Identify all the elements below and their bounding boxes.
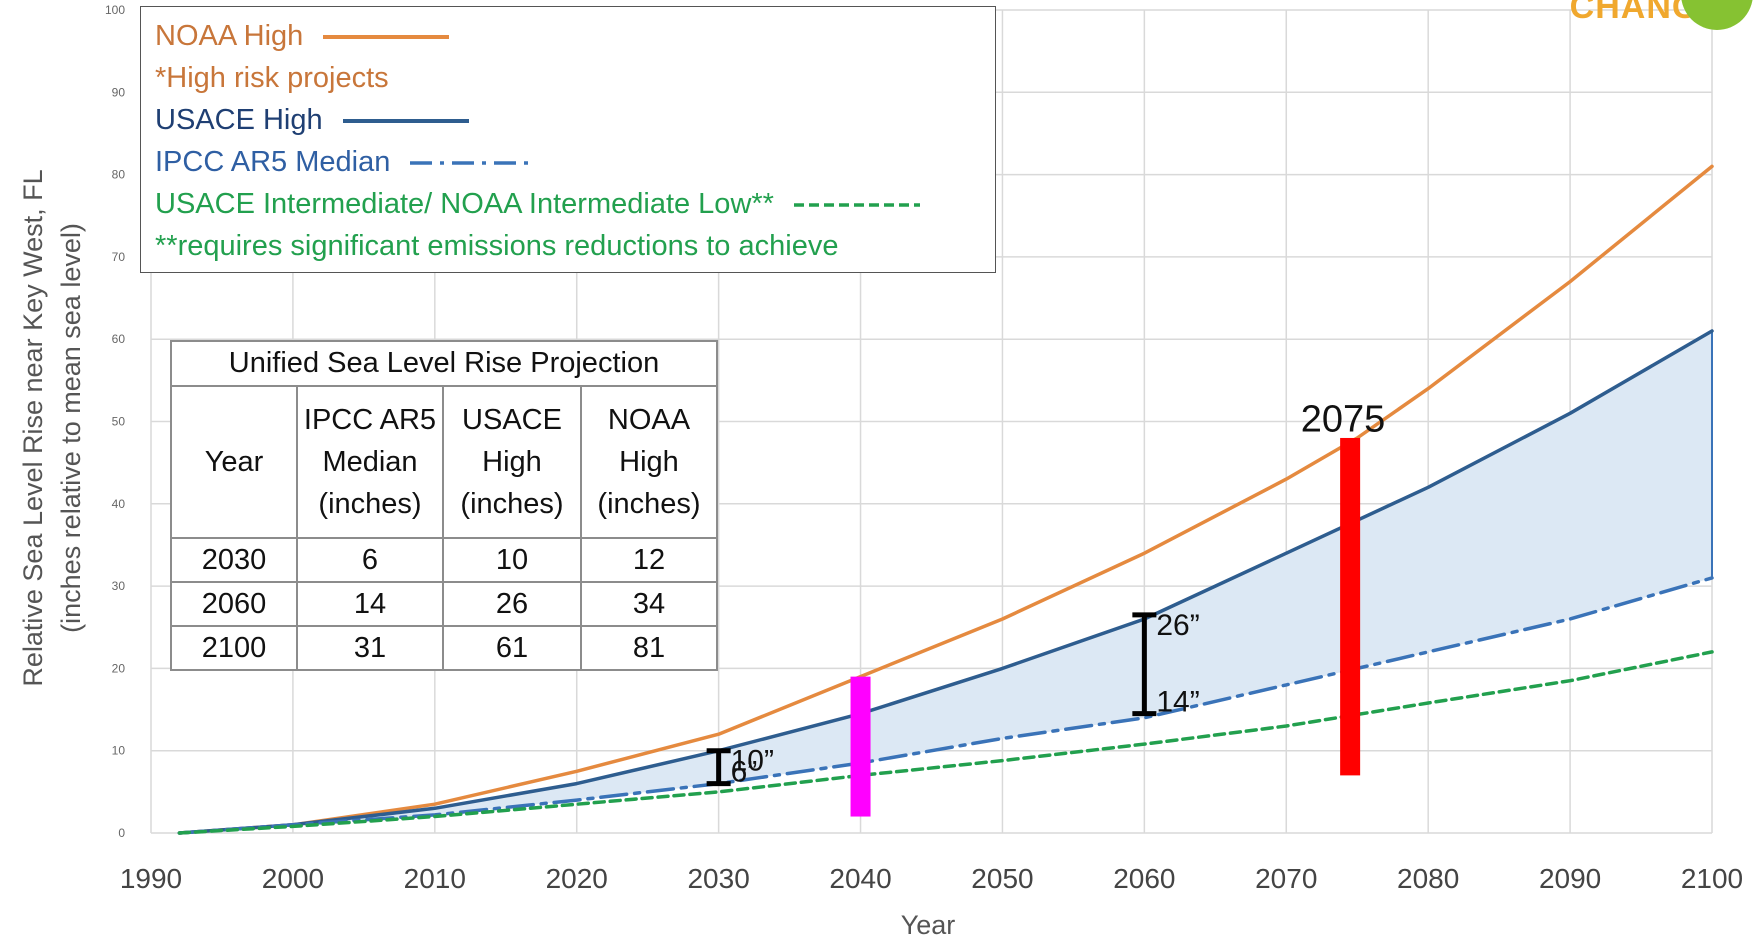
legend-label: **requires significant emissions reducti… [155,230,839,262]
col-header-year: Year [170,385,298,539]
x-tick-label: 2050 [971,863,1033,894]
y-tick-label: 0 [118,826,125,840]
legend-swatch-solid [342,119,469,124]
series-line-usace_int [177,650,1714,835]
y-tick-label: 30 [112,579,126,593]
highlight-bars [850,437,1361,817]
series-line-ipcc [177,576,1714,835]
header-line: (inches) [460,488,564,520]
table-header-row: Year IPCC AR5 Median (inches) USACE High (in… [170,385,718,539]
series-line-usace_high [177,329,1714,835]
legend-label: *High risk projects [155,62,389,94]
projection-band [179,330,1713,833]
x-tick-label: 2070 [1255,863,1317,894]
legend-label: NOAA High [155,20,304,52]
table-title: Unified Sea Level Rise Projection [170,340,718,387]
legend-item-ipcc-median: IPCC AR5 Median [155,146,537,179]
projection-table: Unified Sea Level Rise Projection Year I… [170,340,718,671]
annotation-2075: 2075 [1301,399,1386,441]
legend-note-emissions: **requires significant emissions reducti… [155,230,838,263]
table-cell: 2030 [170,537,298,583]
table-row: 2060 14 26 34 [170,581,718,627]
table-cell: 26 [442,581,582,627]
bracket-label-high: 26” [1156,609,1199,642]
y-axis-label: Relative Sea Level Rise near Key West, F… [18,169,48,686]
x-tick-label: 2100 [1681,863,1743,894]
bracket-label-low: 14” [1156,686,1199,719]
x-axis-label: Year [901,910,956,940]
col-header-ipcc: IPCC AR5 Median (inches) [296,385,444,539]
legend-label: USACE Intermediate/ NOAA Intermediate Lo… [155,188,774,220]
y-tick-label: 80 [112,168,126,182]
legend-label: USACE High [155,104,323,136]
table-cell: 31 [296,625,444,671]
legend-item-usace-intermediate: USACE Intermediate/ NOAA Intermediate Lo… [155,188,921,221]
y-tick-label: 50 [112,415,126,429]
header-line: High [619,446,679,478]
red_bar [1340,437,1361,776]
table-cell: 81 [580,625,718,671]
x-tick-label: 2020 [546,863,608,894]
axis-ticks: 1990 2000 2010 2020 2030 2040 2050 2060 2070 2080… [105,3,1743,894]
legend: NOAA High *High risk projects USACE High… [140,6,996,273]
y-tick-label: 90 [112,85,126,99]
legend-swatch-dashdot [410,161,537,166]
legend-swatch-dashed [794,203,921,208]
header-line: IPCC AR5 [303,404,437,436]
y-tick-label: 20 [112,661,126,675]
bracket-label-low: 6” [731,756,758,789]
table-cell: 10 [442,537,582,583]
x-tick-label: 2030 [687,863,749,894]
header-line: Year [204,446,264,478]
series-line-noaa_high [177,164,1714,835]
table-row: 2100 31 61 81 [170,625,718,671]
x-tick-label: 2010 [404,863,466,894]
legend-swatch-solid [323,35,450,40]
x-tick-label: 2080 [1397,863,1459,894]
bracket-label-high: 10” [731,745,774,778]
legend-item-usace-high: USACE High [155,104,469,137]
x-tick-label: 1990 [120,863,182,894]
header-line: High [482,446,542,478]
table-cell: 2060 [170,581,298,627]
legend-label: IPCC AR5 Median [155,146,391,178]
header-line: (inches) [318,488,422,520]
legend-item-noaa-high: NOAA High [155,20,450,53]
brand-logo: CHANGE [1570,0,1753,30]
y-axis-label-units: (inches relative to mean sea level) [56,223,86,633]
table-cell: 2100 [170,625,298,671]
range-brackets: 10”6” 26” 14” [706,609,1200,789]
x-tick-label: 2090 [1539,863,1601,894]
header-line: NOAA [607,404,691,436]
y-tick-label: 60 [112,332,126,346]
x-tick-label: 2040 [829,863,891,894]
table-row: 2030 6 10 12 [170,537,718,583]
col-header-noaa: NOAA High (inches) [580,385,718,539]
magenta_bar [850,676,871,817]
table-cell: 14 [296,581,444,627]
x-tick-label: 2000 [262,863,324,894]
header-line: Median [322,446,418,478]
table-cell: 34 [580,581,718,627]
header-line: USACE [462,404,562,436]
y-tick-label: 100 [105,3,125,17]
header-line: (inches) [597,488,701,520]
y-tick-label: 40 [112,497,126,511]
series-lines [177,164,1714,835]
col-header-usace: USACE High (inches) [442,385,582,539]
table-cell: 6 [296,537,444,583]
table-cell: 61 [442,625,582,671]
x-tick-label: 2060 [1113,863,1175,894]
projection-band-area [179,331,1712,833]
y-tick-label: 70 [112,250,126,264]
legend-note-high-risk: *High risk projects [155,62,389,95]
y-tick-label: 10 [112,744,126,758]
table-cell: 12 [580,537,718,583]
